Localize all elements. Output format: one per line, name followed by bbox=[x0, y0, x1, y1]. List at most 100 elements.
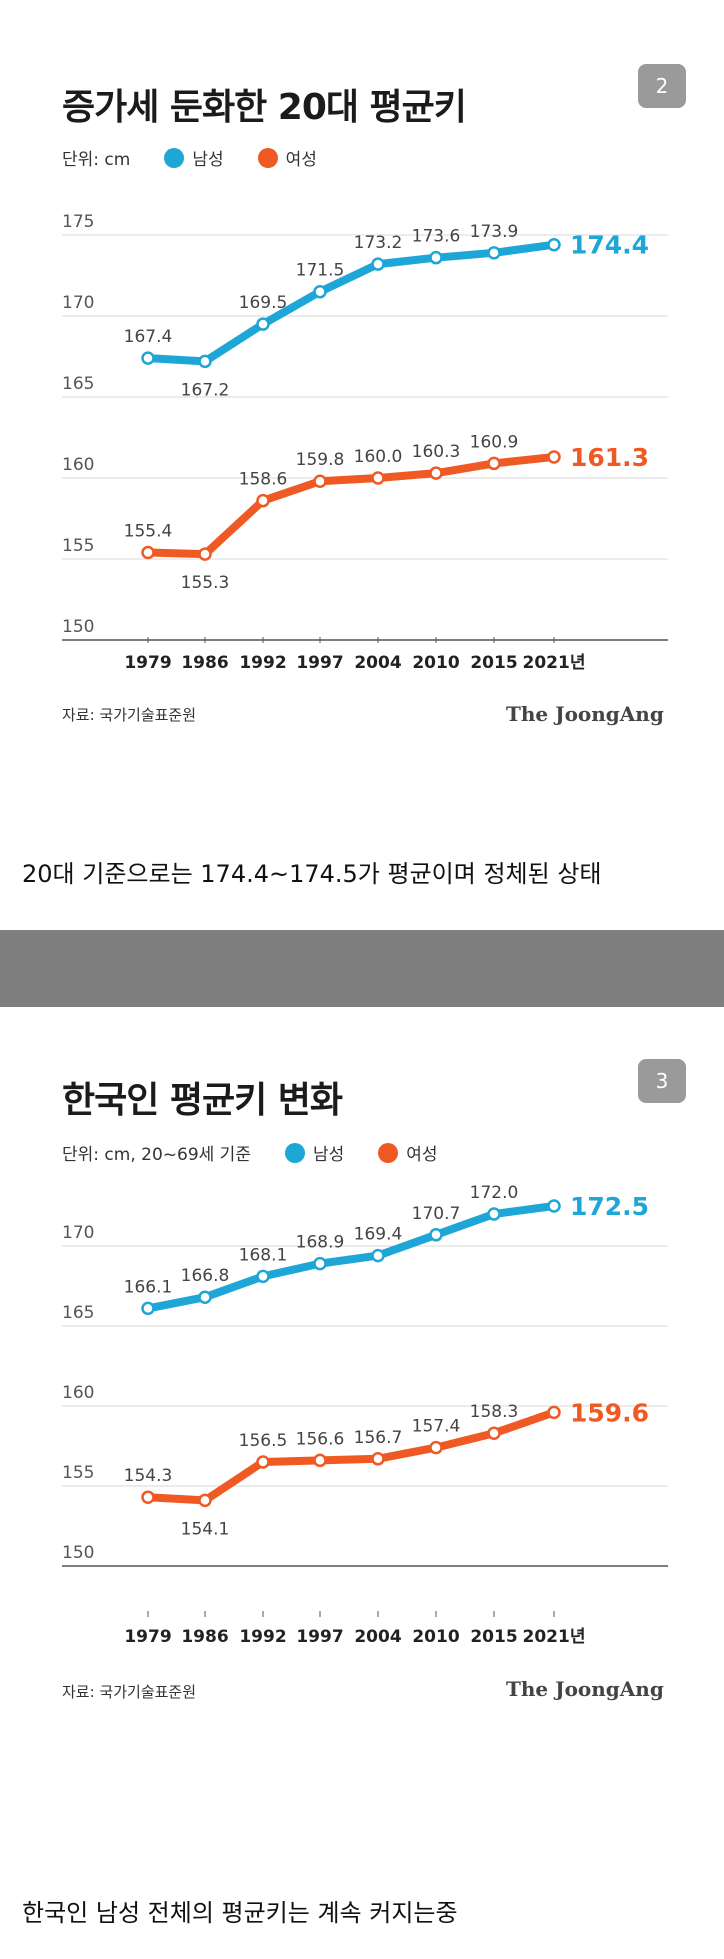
caption-text: 20대 기준으로는 174.4~174.5가 평균이며 정체된 상태 bbox=[22, 860, 602, 888]
y-tick-label: 175 bbox=[62, 212, 94, 232]
x-tick-label: 2021년 bbox=[523, 1627, 586, 1647]
data-label: 168.9 bbox=[296, 1233, 345, 1253]
legend-item-male: 남성 bbox=[284, 1140, 345, 1165]
legend-label-male: 남성 bbox=[312, 1145, 345, 1165]
y-tick-label: 150 bbox=[62, 617, 94, 637]
x-tick-label: 2010 bbox=[412, 1627, 459, 1647]
data-label: 155.4 bbox=[124, 522, 173, 542]
data-point bbox=[429, 1440, 443, 1455]
data-point bbox=[313, 474, 327, 488]
x-tick-label: 1986 bbox=[181, 1627, 228, 1647]
data-point bbox=[313, 1453, 327, 1468]
data-point bbox=[487, 1426, 501, 1440]
line-chart-20s-height: 150 155 160 165 170 175 1979 1986 1992 1997 2004 20… bbox=[62, 212, 668, 673]
legend-dot-female-icon bbox=[257, 147, 278, 168]
data-label: 156.6 bbox=[296, 1429, 345, 1449]
unit-label: 단위: cm, 20~69세 기준 bbox=[62, 1145, 251, 1165]
data-point bbox=[256, 1455, 270, 1469]
data-label: 155.3 bbox=[181, 573, 230, 593]
x-tick-label: 1992 bbox=[239, 653, 286, 673]
caption-text: 한국인 남성 전체의 평균키는 계속 커지는중 bbox=[22, 1899, 458, 1927]
data-point bbox=[141, 545, 155, 560]
data-point bbox=[487, 456, 501, 471]
x-tick-label: 1997 bbox=[296, 1627, 343, 1647]
x-tick-label: 1979 bbox=[124, 653, 171, 673]
x-tick-label: 1979 bbox=[124, 1627, 171, 1647]
brand-logo: The JoongAng bbox=[506, 702, 664, 726]
y-tick-label: 155 bbox=[62, 536, 94, 556]
data-label: 172.5 bbox=[570, 1192, 649, 1221]
data-point bbox=[371, 257, 385, 271]
y-tick-label: 150 bbox=[62, 1543, 94, 1563]
chart-title: 한국인 평균키 변화 bbox=[62, 1080, 343, 1121]
data-label: 156.5 bbox=[239, 1431, 288, 1451]
legend-label-male: 남성 bbox=[192, 150, 224, 170]
data-label: 173.9 bbox=[470, 222, 519, 242]
x-tick-label: 2004 bbox=[354, 1627, 401, 1647]
y-tick-label: 170 bbox=[62, 293, 94, 313]
data-point bbox=[198, 1290, 212, 1304]
data-label: 160.0 bbox=[354, 447, 403, 467]
data-label: 156.7 bbox=[354, 1428, 403, 1448]
data-label: 160.3 bbox=[412, 442, 461, 462]
series-line-female bbox=[144, 1408, 558, 1505]
y-tick-label: 160 bbox=[62, 455, 94, 475]
x-tick-label: 2004 bbox=[354, 653, 401, 673]
line-chart-korean-height: 150 155 160 165 170 1979 1986 1992 1997 2004 2010 2… bbox=[62, 1183, 668, 1647]
legend-label-female: 여성 bbox=[406, 1145, 438, 1165]
data-label: 167.2 bbox=[181, 380, 230, 400]
data-point bbox=[371, 1452, 385, 1466]
data-point bbox=[141, 1490, 155, 1504]
legend-dot-male-icon bbox=[164, 147, 185, 168]
y-tick-label: 170 bbox=[62, 1223, 94, 1243]
data-label: 167.4 bbox=[124, 327, 173, 347]
data-point bbox=[371, 1248, 385, 1263]
page-number-badge: 3 bbox=[638, 1059, 686, 1103]
data-point bbox=[256, 493, 270, 508]
data-label: 159.8 bbox=[296, 450, 345, 470]
section-divider bbox=[0, 930, 724, 1007]
data-label: 173.6 bbox=[412, 227, 461, 247]
data-point bbox=[198, 354, 212, 369]
brand-logo: The JoongAng bbox=[506, 1677, 664, 1701]
data-label: 174.4 bbox=[570, 231, 649, 260]
x-tick-label: 1992 bbox=[239, 1627, 286, 1647]
legend-label-female: 여성 bbox=[285, 150, 317, 170]
data-point bbox=[429, 1228, 443, 1242]
data-label: 172.0 bbox=[470, 1183, 519, 1203]
y-tick-label: 165 bbox=[62, 374, 94, 394]
data-label: 158.6 bbox=[239, 470, 288, 490]
data-label: 160.9 bbox=[470, 432, 519, 452]
y-tick-label: 155 bbox=[62, 1463, 94, 1483]
data-point bbox=[429, 250, 443, 265]
data-point bbox=[141, 351, 155, 365]
legend-item-male: 남성 bbox=[164, 145, 224, 170]
data-point bbox=[547, 1405, 561, 1420]
data-point bbox=[547, 237, 561, 252]
source-note: 자료: 국가기술표준원 bbox=[62, 706, 197, 724]
data-label: 166.8 bbox=[181, 1266, 230, 1286]
x-tick-label: 1997 bbox=[296, 653, 343, 673]
data-label: 159.6 bbox=[570, 1398, 649, 1427]
data-label: 154.3 bbox=[124, 1466, 173, 1486]
data-point bbox=[547, 1199, 561, 1213]
data-point bbox=[429, 466, 443, 480]
chart-panel-20s: 150 155 160 165 170 175 1979 1986 1992 1997 2004 20… bbox=[0, 0, 724, 930]
data-label: 169.4 bbox=[354, 1225, 403, 1245]
page-number-badge: 2 bbox=[638, 64, 686, 108]
data-point bbox=[256, 317, 270, 331]
legend-dot-female-icon bbox=[378, 1142, 399, 1163]
legend-item-female: 여성 bbox=[257, 145, 317, 170]
data-point bbox=[256, 1269, 270, 1284]
source-note: 자료: 국가기술표준원 bbox=[62, 1683, 197, 1701]
x-tick-label: 2015 bbox=[470, 1627, 517, 1647]
data-point bbox=[487, 1207, 501, 1221]
series-line-female bbox=[144, 452, 558, 559]
data-label: 158.3 bbox=[470, 1402, 519, 1422]
unit-label: 단위: cm bbox=[62, 150, 131, 170]
legend-dot-male-icon bbox=[284, 1142, 305, 1163]
data-label: 161.3 bbox=[570, 443, 649, 472]
data-label: 170.7 bbox=[412, 1204, 461, 1224]
series-line-male bbox=[144, 240, 558, 366]
data-label: 171.5 bbox=[296, 261, 345, 281]
